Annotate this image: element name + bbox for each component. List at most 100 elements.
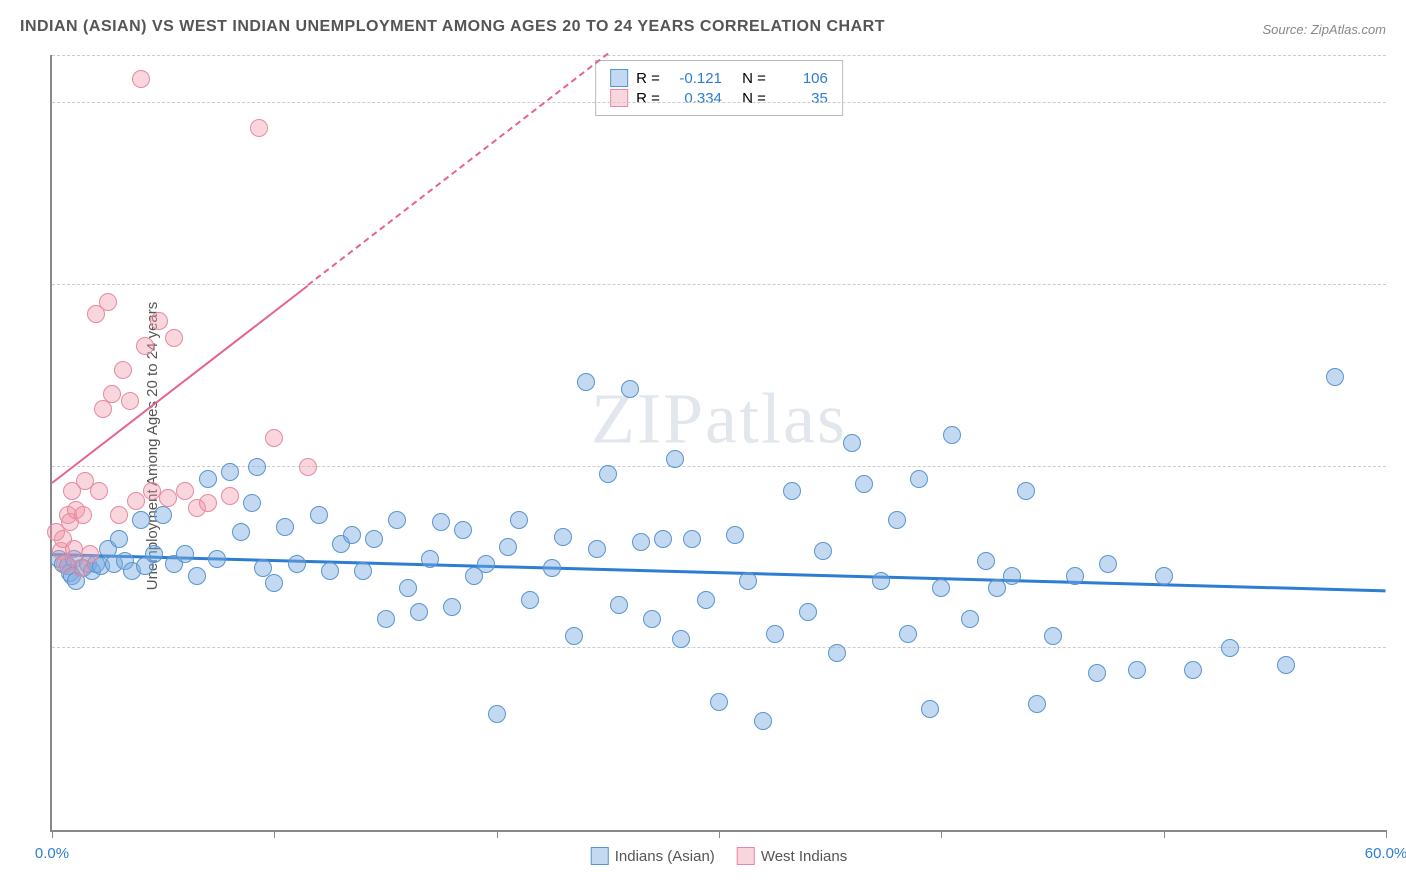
data-point bbox=[265, 574, 283, 592]
y-tick-label: 22.5% bbox=[1396, 260, 1406, 277]
gridline bbox=[52, 102, 1386, 103]
data-point bbox=[1221, 639, 1239, 657]
data-point bbox=[766, 625, 784, 643]
data-point bbox=[977, 552, 995, 570]
data-point bbox=[121, 392, 139, 410]
data-point bbox=[621, 380, 639, 398]
data-point bbox=[250, 119, 268, 137]
gridline bbox=[52, 284, 1386, 285]
data-point bbox=[410, 603, 428, 621]
data-point bbox=[910, 470, 928, 488]
legend-item-2: West Indians bbox=[737, 847, 847, 865]
data-point bbox=[855, 475, 873, 493]
r-value-2: 0.334 bbox=[668, 90, 722, 107]
data-point bbox=[136, 337, 154, 355]
data-point bbox=[299, 458, 317, 476]
data-point bbox=[961, 610, 979, 628]
data-point bbox=[943, 426, 961, 444]
data-point bbox=[565, 627, 583, 645]
data-point bbox=[99, 293, 117, 311]
data-point bbox=[888, 511, 906, 529]
data-point bbox=[377, 610, 395, 628]
data-point bbox=[1099, 555, 1117, 573]
n-value-1: 106 bbox=[774, 70, 828, 87]
data-point bbox=[554, 528, 572, 546]
data-point bbox=[443, 598, 461, 616]
data-point bbox=[726, 526, 744, 544]
data-point bbox=[165, 329, 183, 347]
plot-area: ZIPatlas R = -0.121 N = 106 R = 0.334 N … bbox=[50, 55, 1386, 832]
series-legend: Indians (Asian) West Indians bbox=[591, 847, 848, 865]
swatch-series-2 bbox=[610, 89, 628, 107]
data-point bbox=[610, 596, 628, 614]
x-tick bbox=[1386, 830, 1387, 838]
data-point bbox=[1277, 656, 1295, 674]
data-point bbox=[132, 70, 150, 88]
data-point bbox=[1326, 368, 1344, 386]
data-point bbox=[697, 591, 715, 609]
x-tick bbox=[941, 830, 942, 838]
y-tick-label: 15.0% bbox=[1396, 441, 1406, 458]
data-point bbox=[354, 562, 372, 580]
data-point bbox=[90, 482, 108, 500]
swatch-series-1 bbox=[610, 69, 628, 87]
data-point bbox=[154, 506, 172, 524]
data-point bbox=[288, 555, 306, 573]
data-point bbox=[110, 506, 128, 524]
data-point bbox=[343, 526, 361, 544]
legend-swatch-1 bbox=[591, 847, 609, 865]
data-point bbox=[828, 644, 846, 662]
n-label: N = bbox=[742, 70, 766, 87]
data-point bbox=[1184, 661, 1202, 679]
data-point bbox=[1028, 695, 1046, 713]
data-point bbox=[588, 540, 606, 558]
correlation-stats-legend: R = -0.121 N = 106 R = 0.334 N = 35 bbox=[595, 60, 843, 116]
data-point bbox=[488, 705, 506, 723]
data-point bbox=[176, 482, 194, 500]
x-tick-label: 60.0% bbox=[1365, 845, 1406, 862]
n-label: N = bbox=[742, 90, 766, 107]
data-point bbox=[221, 463, 239, 481]
data-point bbox=[365, 530, 383, 548]
trend-line bbox=[307, 53, 608, 286]
data-point bbox=[321, 562, 339, 580]
legend-swatch-2 bbox=[737, 847, 755, 865]
x-tick bbox=[274, 830, 275, 838]
data-point bbox=[543, 559, 561, 577]
data-point bbox=[672, 630, 690, 648]
data-point bbox=[1003, 567, 1021, 585]
legend-label-1: Indians (Asian) bbox=[615, 848, 715, 865]
x-tick bbox=[52, 830, 53, 838]
y-tick-label: 30.0% bbox=[1396, 78, 1406, 95]
data-point bbox=[132, 511, 150, 529]
data-point bbox=[710, 693, 728, 711]
data-point bbox=[276, 518, 294, 536]
data-point bbox=[81, 545, 99, 563]
data-point bbox=[477, 555, 495, 573]
data-point bbox=[510, 511, 528, 529]
data-point bbox=[666, 450, 684, 468]
data-point bbox=[754, 712, 772, 730]
data-point bbox=[176, 545, 194, 563]
gridline bbox=[52, 55, 1386, 56]
data-point bbox=[388, 511, 406, 529]
x-tick bbox=[1164, 830, 1165, 838]
data-point bbox=[1017, 482, 1035, 500]
data-point bbox=[199, 470, 217, 488]
data-point bbox=[599, 465, 617, 483]
source-attribution: Source: ZipAtlas.com bbox=[1262, 22, 1386, 37]
data-point bbox=[499, 538, 517, 556]
data-point bbox=[1044, 627, 1062, 645]
data-point bbox=[103, 385, 121, 403]
data-point bbox=[310, 506, 328, 524]
trend-line bbox=[52, 553, 1386, 592]
data-point bbox=[843, 434, 861, 452]
data-point bbox=[454, 521, 472, 539]
data-point bbox=[110, 530, 128, 548]
data-point bbox=[521, 591, 539, 609]
data-point bbox=[150, 312, 168, 330]
chart-title: INDIAN (ASIAN) VS WEST INDIAN UNEMPLOYME… bbox=[20, 18, 885, 36]
gridline bbox=[52, 647, 1386, 648]
data-point bbox=[577, 373, 595, 391]
y-tick-label: 7.5% bbox=[1396, 623, 1406, 640]
